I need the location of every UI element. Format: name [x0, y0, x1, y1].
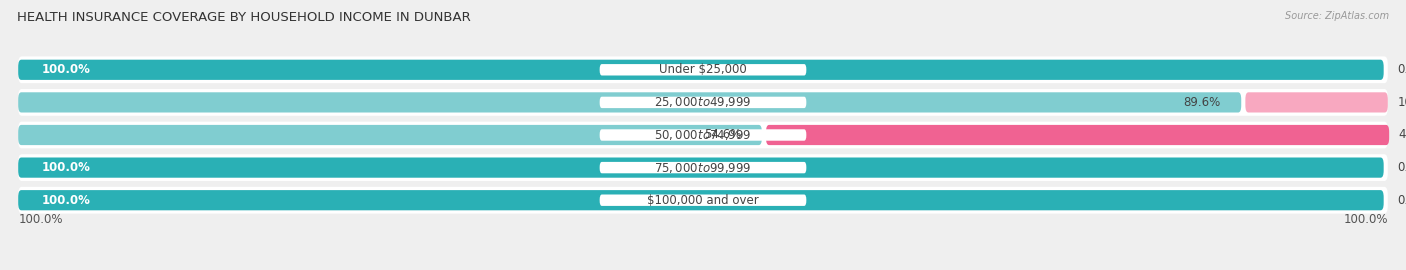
- FancyBboxPatch shape: [18, 154, 1388, 181]
- FancyBboxPatch shape: [18, 157, 1384, 178]
- Text: HEALTH INSURANCE COVERAGE BY HOUSEHOLD INCOME IN DUNBAR: HEALTH INSURANCE COVERAGE BY HOUSEHOLD I…: [17, 11, 471, 24]
- Text: 0.0%: 0.0%: [1398, 63, 1406, 76]
- Text: 10.4%: 10.4%: [1398, 96, 1406, 109]
- Text: $25,000 to $49,999: $25,000 to $49,999: [654, 95, 752, 109]
- FancyBboxPatch shape: [1246, 92, 1388, 113]
- Text: Under $25,000: Under $25,000: [659, 63, 747, 76]
- Text: Source: ZipAtlas.com: Source: ZipAtlas.com: [1285, 11, 1389, 21]
- Text: 100.0%: 100.0%: [42, 194, 90, 207]
- FancyBboxPatch shape: [18, 122, 1388, 148]
- Text: 100.0%: 100.0%: [1343, 212, 1388, 226]
- FancyBboxPatch shape: [18, 125, 762, 145]
- FancyBboxPatch shape: [18, 89, 1388, 116]
- FancyBboxPatch shape: [18, 92, 1241, 113]
- FancyBboxPatch shape: [18, 56, 1388, 83]
- Text: $75,000 to $99,999: $75,000 to $99,999: [654, 161, 752, 175]
- FancyBboxPatch shape: [599, 129, 807, 141]
- Text: 100.0%: 100.0%: [42, 63, 90, 76]
- FancyBboxPatch shape: [18, 187, 1388, 214]
- Text: 100.0%: 100.0%: [18, 212, 63, 226]
- FancyBboxPatch shape: [599, 97, 807, 108]
- Text: 54.6%: 54.6%: [704, 129, 741, 141]
- FancyBboxPatch shape: [18, 60, 1384, 80]
- Text: 0.0%: 0.0%: [1398, 161, 1406, 174]
- Text: 0.0%: 0.0%: [1398, 194, 1406, 207]
- Text: 89.6%: 89.6%: [1184, 96, 1220, 109]
- Text: $50,000 to $74,999: $50,000 to $74,999: [654, 128, 752, 142]
- FancyBboxPatch shape: [766, 125, 1389, 145]
- FancyBboxPatch shape: [599, 162, 807, 173]
- Text: 45.5%: 45.5%: [1399, 129, 1406, 141]
- FancyBboxPatch shape: [599, 194, 807, 206]
- FancyBboxPatch shape: [599, 64, 807, 76]
- Text: $100,000 and over: $100,000 and over: [647, 194, 759, 207]
- FancyBboxPatch shape: [18, 190, 1384, 210]
- Text: 100.0%: 100.0%: [42, 161, 90, 174]
